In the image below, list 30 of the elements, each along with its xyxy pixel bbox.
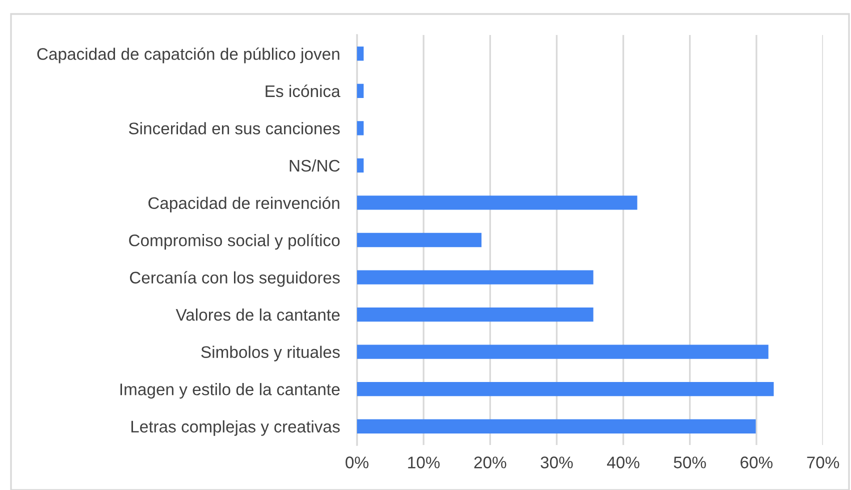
x-tick-label: 20% — [474, 456, 506, 468]
bar — [357, 382, 774, 396]
x-tick-label: 10% — [408, 456, 440, 468]
bar — [357, 344, 768, 359]
x-tick-label: 70% — [807, 456, 840, 468]
bar — [357, 158, 364, 173]
y-tick-label: Capacidad de capatción de público joven — [37, 48, 340, 64]
y-tick-label: Valores de la cantante — [176, 308, 340, 321]
y-tick-label: Simbolos y rituales — [201, 346, 340, 362]
bar — [357, 46, 364, 61]
x-tick-label: 50% — [674, 456, 706, 468]
x-tick-label: 0% — [346, 456, 368, 468]
x-tick-label: 60% — [740, 456, 773, 468]
bar — [357, 419, 756, 434]
bar — [357, 121, 364, 136]
bar — [357, 84, 364, 98]
y-tick-label: Compromiso social y político — [129, 234, 340, 250]
bar — [357, 196, 638, 210]
y-tick-label: Cercanía con los seguidores — [130, 271, 340, 287]
bar — [357, 270, 594, 284]
y-tick-label: Sinceridad en sus canciones — [128, 122, 340, 134]
bar — [357, 307, 594, 322]
y-tick-label: Capacidad de reinvención — [148, 196, 340, 212]
bar — [357, 232, 482, 248]
y-tick-label: NS/NC — [290, 159, 340, 172]
y-tick-label: Imagen y estilo de la cantante — [120, 383, 340, 399]
y-tick-label: Letras complejas y creativas — [131, 420, 340, 436]
y-tick-label: Es icónica — [266, 84, 340, 98]
x-tick-label: 40% — [606, 456, 640, 468]
x-tick-label: 30% — [540, 456, 573, 468]
